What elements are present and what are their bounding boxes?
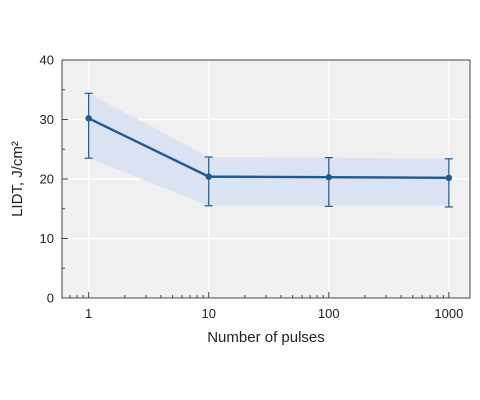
x-tick-label: 1000 [434, 306, 463, 321]
y-tick-label: 10 [40, 231, 54, 246]
x-tick-label: 1 [85, 306, 92, 321]
series-line [88, 117, 449, 180]
y-tick-label: 40 [40, 53, 54, 68]
x-tick-labels: 1 10 100 1000 [85, 306, 463, 321]
y-tick-labels: 0 10 20 30 40 [40, 53, 54, 306]
data-point [85, 115, 92, 122]
data-point [205, 173, 212, 180]
x-axis-label: Number of pulses [207, 329, 325, 346]
x-tick-label: 10 [201, 306, 215, 321]
axis-ticks [61, 59, 450, 299]
error-bars [84, 92, 453, 208]
y-tick-label: 0 [47, 291, 54, 306]
data-points [85, 115, 453, 182]
x-tick-label: 100 [318, 306, 340, 321]
data-point [325, 174, 332, 181]
y-axis-label: LIDT, J/cm² [9, 141, 26, 217]
data-point [445, 174, 453, 182]
y-tick-label: 20 [40, 172, 54, 187]
y-tick-label: 30 [40, 112, 54, 127]
